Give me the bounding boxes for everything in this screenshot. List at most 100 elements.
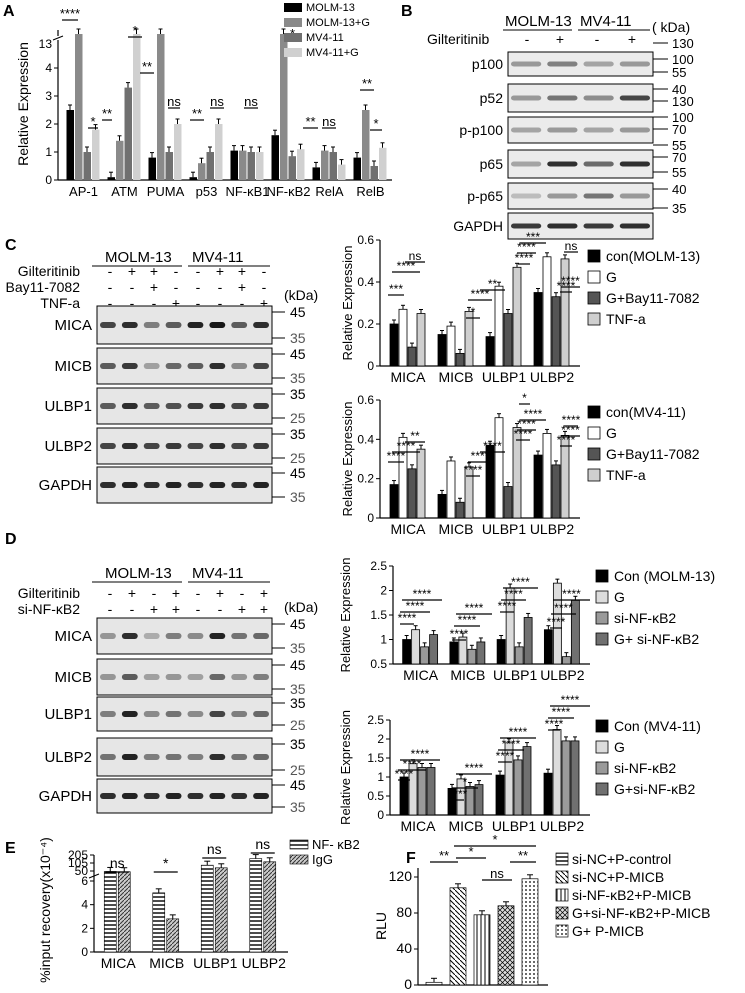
bar-relb-molm-13-g <box>362 110 370 180</box>
bar-ap-1-molm-13 <box>66 110 74 180</box>
y-tick-label: 0.2 <box>357 317 374 331</box>
lane-sign: - <box>196 279 201 295</box>
bar-nf-b1-molm-13-g <box>239 150 247 180</box>
bar-micb-g-si-nf-b2 <box>476 641 486 665</box>
cell-line-label-1: MOLM-13 <box>505 13 572 30</box>
bar-mica-igg <box>117 871 131 953</box>
lane-sign: - <box>218 601 223 617</box>
lane-sign: - <box>130 295 135 311</box>
legend-swatch-g <box>595 590 609 604</box>
band-p100-lane-3 <box>583 61 614 67</box>
significance-label: **** <box>449 787 468 801</box>
x-tick-label-micb: MICB <box>439 521 474 537</box>
treatment-label-gilteritinib: Gilteritinib <box>18 263 80 279</box>
band-p52-lane-2 <box>547 95 578 101</box>
significance-label: **** <box>413 587 432 601</box>
lane-sign: - <box>196 585 201 601</box>
significance-label: **** <box>562 587 581 601</box>
bar-ulbp1-g-si-nf-b2 <box>522 746 532 816</box>
y-tick-label: 4 <box>81 898 88 912</box>
kda-marker: 35 <box>290 370 306 386</box>
legend-swatch-g-si-nf-b2 <box>595 632 609 646</box>
y-tick-label: 2 <box>380 584 387 598</box>
legend-label-tnf-a: TNF-a <box>606 467 646 483</box>
y-tick-label: 0 <box>45 173 52 187</box>
y-tick-label: 0.4 <box>357 275 374 289</box>
treatment-label-tnf-a: TNF-a <box>40 295 80 311</box>
lane-sign: - <box>108 585 113 601</box>
significance-label: **** <box>561 693 580 707</box>
band-ulbp1-lane-1 <box>100 403 116 409</box>
band-micb-lane-2 <box>121 363 138 369</box>
y-axis-label: Relative Expression <box>338 558 353 673</box>
chart-d-bottom: 0 0.5 1 1.5 2 2.5 Relative Expression MICA MICB U… <box>338 693 701 834</box>
band-mica-lane-6 <box>209 322 226 328</box>
lane-sign: + <box>260 601 268 617</box>
band-micb-lane-2 <box>121 674 138 680</box>
kda-marker: 100 <box>672 52 694 67</box>
bar-ulbp1-g-bay11-7082 <box>503 313 513 367</box>
lane-sign: - <box>196 601 201 617</box>
band-gapdh-lane-1 <box>511 223 542 229</box>
lane-sign: - <box>218 295 223 311</box>
band-ulbp2-lane-5 <box>187 754 204 760</box>
band-gapdh-lane-6 <box>209 793 226 799</box>
significance-label: **** <box>465 761 484 775</box>
significance-label: ** <box>305 114 315 129</box>
y-tick-label: 80 <box>396 904 412 920</box>
lane-sign: - <box>218 279 223 295</box>
bar-ulbp2-g-bay11-7082 <box>551 464 561 519</box>
kda-marker: 130 <box>672 36 694 51</box>
significance-label: * <box>468 844 473 859</box>
bar-rela-mv4-11 <box>329 152 337 180</box>
bar-rela-mv4-11-g <box>338 164 346 180</box>
bar-mica-con-mv4-11 <box>399 776 409 816</box>
band-mica-lane-8 <box>253 322 269 328</box>
legend-swatch-tnf-a <box>587 468 601 482</box>
band-micb-lane-4 <box>165 363 182 369</box>
kda-marker: 55 <box>672 138 686 153</box>
y-tick-label: 0 <box>81 945 88 959</box>
bar-mica-tnf-a <box>416 448 426 519</box>
lane-sign: + <box>238 601 246 617</box>
band-ulbp2-lane-6 <box>209 754 226 760</box>
kda-marker: 70 <box>672 150 686 165</box>
blot-frame <box>507 182 654 210</box>
bar-ulbp2-con-mv4-11 <box>533 454 543 519</box>
lane-sign: - <box>152 585 157 601</box>
bar-ulbp1-con-mv4-11 <box>495 774 505 816</box>
significance-label: ** <box>362 76 372 91</box>
band-ulbp2-lane-4 <box>165 754 182 760</box>
band-ulbp1-lane-8 <box>253 403 269 409</box>
y-tick-label: 1 <box>380 633 387 647</box>
panel-letter-a: A <box>3 3 15 20</box>
legend-label-g-bay11-7082: G+Bay11-7082 <box>606 446 700 462</box>
x-tick-label-mica: MICA <box>101 955 137 971</box>
legend-label-si-nf-b2: si-NF-κB2 <box>614 760 676 776</box>
bar-ulbp1-g-si-nf-b2 <box>523 617 533 665</box>
x-tick-label-micb: MICB <box>449 818 484 834</box>
panel-letter-e: E <box>5 840 16 857</box>
band-ulbp2-lane-8 <box>253 443 269 449</box>
band-micb-lane-4 <box>165 674 182 680</box>
significance-label: **** <box>552 705 571 719</box>
significance-label: **** <box>60 6 80 21</box>
bar-micb-tnf-a <box>464 310 474 367</box>
y-tick-label: 6 <box>81 874 88 888</box>
bar-atm-molm-13-g <box>116 140 124 180</box>
significance-label: **** <box>471 287 490 301</box>
band-micb-lane-6 <box>209 674 226 680</box>
kda-marker: 40 <box>672 82 686 97</box>
band-ulbp1-lane-7 <box>231 711 248 717</box>
significance-label: ** <box>518 848 528 863</box>
bar-relb-molm-13 <box>353 157 361 180</box>
x-tick-label-ulbp1: ULBP1 <box>482 521 527 537</box>
legend-swatch-g <box>587 426 601 440</box>
lane-sign: - <box>108 601 113 617</box>
kda-marker: 45 <box>290 657 306 673</box>
bar-micb-con-molm-13 <box>437 334 447 367</box>
significance-label: **** <box>515 251 534 265</box>
kda-marker: 25 <box>290 410 306 426</box>
